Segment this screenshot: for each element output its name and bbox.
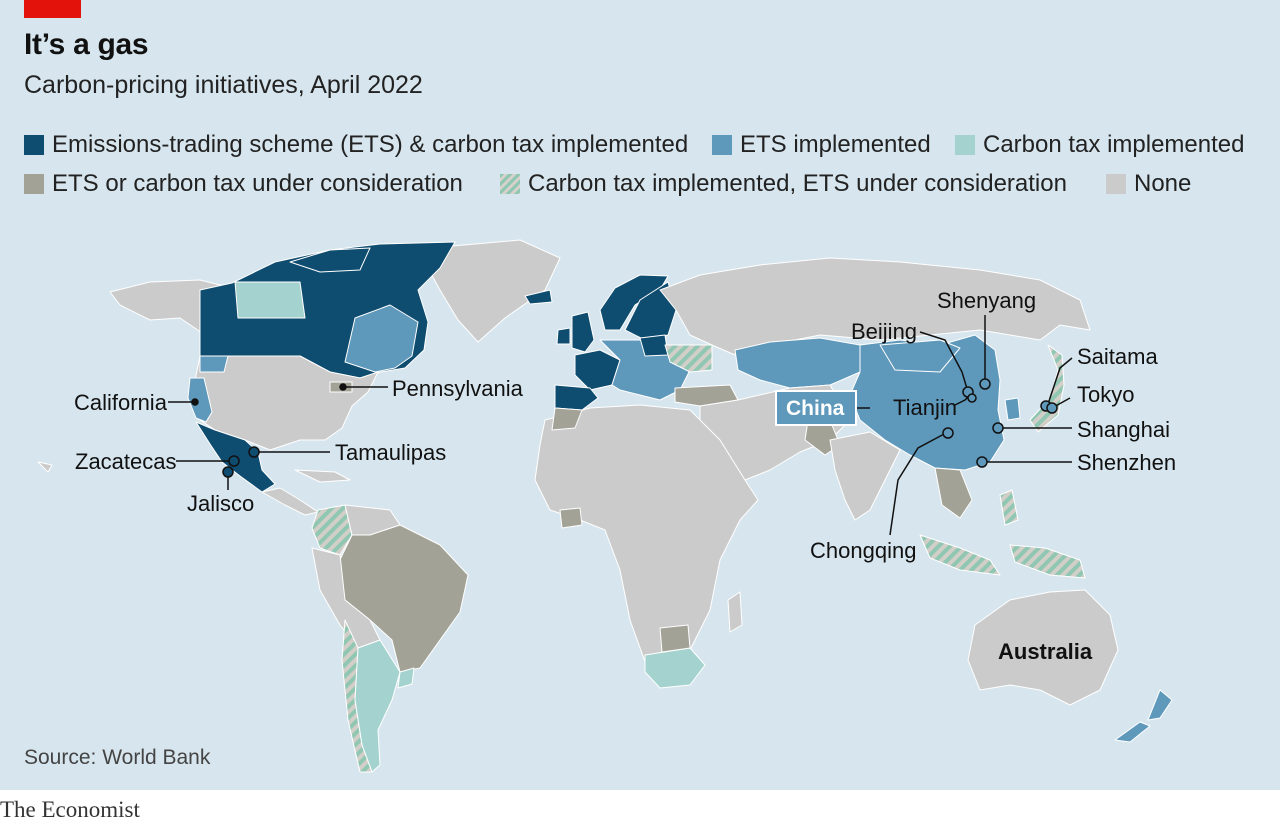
tokyo-marker bbox=[1046, 402, 1058, 414]
label-zacatecas: Zacatecas bbox=[75, 449, 177, 474]
pennsylvania-marker bbox=[339, 383, 347, 391]
greenland-shape bbox=[427, 239, 561, 343]
california-region bbox=[187, 377, 213, 423]
india-shape bbox=[829, 431, 901, 521]
south-africa-shape bbox=[644, 647, 706, 689]
shenyang-marker bbox=[979, 378, 991, 390]
label-california: California bbox=[74, 390, 168, 415]
legend-swatch-striped bbox=[500, 174, 520, 194]
label-china: China bbox=[786, 397, 845, 420]
legend-swatch-none bbox=[1106, 174, 1126, 194]
ukraine-shape bbox=[664, 344, 713, 373]
legend-item-ets: ETS implemented bbox=[712, 130, 931, 160]
tamaulipas-marker bbox=[248, 446, 260, 458]
hawaii-shape bbox=[37, 461, 53, 473]
legend-label-tax-ets-consideration: Carbon tax implemented, ETS under consid… bbox=[528, 170, 1067, 197]
canada-tax-region bbox=[234, 281, 306, 319]
uruguay-shape bbox=[397, 667, 415, 689]
beijing-leader bbox=[919, 331, 969, 393]
central-america-shape bbox=[261, 487, 319, 516]
new-zealand-south-shape bbox=[1114, 721, 1151, 743]
shenzhen-marker bbox=[976, 456, 988, 468]
legend-item-tax: Carbon tax implemented bbox=[955, 130, 1244, 160]
southeast-asia-shape bbox=[934, 467, 973, 519]
label-tokyo: Tokyo bbox=[1077, 382, 1134, 407]
california-marker bbox=[191, 398, 199, 406]
chongqing-leader bbox=[889, 432, 947, 536]
japan-shape bbox=[1029, 344, 1065, 433]
caribbean-shape bbox=[294, 469, 351, 483]
label-chongqing: Chongqing bbox=[810, 538, 916, 563]
usa-shape bbox=[191, 355, 379, 451]
korea-shape bbox=[1004, 397, 1021, 421]
indonesia-shape bbox=[919, 534, 1001, 576]
iberia-shape bbox=[554, 384, 599, 411]
saitama-leader bbox=[1047, 357, 1073, 405]
uk-shape bbox=[571, 311, 595, 353]
kazakhstan-shape bbox=[734, 337, 861, 389]
legend-item-consideration: ETS or carbon tax under consideration bbox=[24, 169, 463, 199]
label-shenzhen: Shenzhen bbox=[1077, 450, 1176, 475]
label-pennsylvania: Pennsylvania bbox=[392, 376, 524, 401]
label-tianjin: Tianjin bbox=[893, 395, 957, 420]
legend-label-none: None bbox=[1134, 170, 1192, 197]
philippines-shape bbox=[999, 489, 1019, 526]
legend-label-ets-and-tax: Emissions-trading scheme (ETS) & carbon … bbox=[52, 131, 689, 158]
label-saitama: Saitama bbox=[1077, 344, 1158, 369]
mongolia-shape bbox=[879, 339, 961, 373]
washington-state-region bbox=[199, 355, 229, 373]
legend-item-tax-ets-consideration: Carbon tax implemented, ETS under consid… bbox=[500, 169, 1067, 199]
source-note: Source: World Bank bbox=[24, 746, 211, 769]
brand-red-tag bbox=[24, 0, 81, 18]
botswana-shape bbox=[659, 624, 691, 653]
brand-logo: The Economist bbox=[0, 797, 140, 822]
label-shenyang: Shenyang bbox=[937, 288, 1036, 313]
shanghai-marker bbox=[992, 422, 1004, 434]
poland-shape bbox=[639, 334, 669, 357]
arctic-islands-shape bbox=[289, 247, 371, 273]
chart-subtitle: Carbon-pricing initiatives, April 2022 bbox=[24, 71, 423, 99]
zacatecas-marker bbox=[228, 455, 240, 467]
legend-item-ets-and-tax: Emissions-trading scheme (ETS) & carbon … bbox=[24, 130, 688, 160]
indonesia-east-shape bbox=[1009, 544, 1086, 579]
legend-label-ets: ETS implemented bbox=[740, 131, 931, 158]
tianjin-marker bbox=[967, 393, 977, 403]
legend-swatch-tax bbox=[955, 135, 975, 155]
legend-swatch-ets bbox=[712, 135, 732, 155]
madagascar-shape bbox=[727, 591, 743, 633]
chart-title: It’s a gas bbox=[24, 28, 149, 61]
west-africa-consideration-shape bbox=[559, 507, 583, 529]
world-map: California Pennsylvania Zacatecas Tamaul… bbox=[37, 239, 1176, 773]
legend-label-tax: Carbon tax implemented bbox=[983, 131, 1245, 158]
argentina-shape bbox=[354, 639, 401, 773]
legend-swatch-ets-and-tax bbox=[24, 135, 44, 155]
chongqing-marker bbox=[942, 427, 954, 439]
legend-item-none: None bbox=[1106, 169, 1191, 199]
label-tamaulipas: Tamaulipas bbox=[335, 440, 446, 465]
new-zealand-shape bbox=[1147, 689, 1173, 721]
quebec-ets-region bbox=[344, 304, 419, 373]
label-shanghai: Shanghai bbox=[1077, 417, 1170, 442]
jalisco-marker bbox=[222, 466, 234, 478]
china-label-box bbox=[775, 390, 857, 426]
label-beijing: Beijing bbox=[851, 319, 917, 344]
russia-shape bbox=[659, 257, 1091, 356]
legend-swatch-consideration bbox=[24, 174, 44, 194]
ireland-shape bbox=[556, 327, 571, 345]
iceland-shape bbox=[524, 289, 553, 305]
label-australia: Australia bbox=[998, 639, 1093, 664]
morocco-shape bbox=[551, 407, 583, 431]
australia-shape bbox=[967, 589, 1119, 706]
legend-label-consideration: ETS or carbon tax under consideration bbox=[52, 170, 463, 197]
label-jalisco: Jalisco bbox=[187, 491, 254, 516]
